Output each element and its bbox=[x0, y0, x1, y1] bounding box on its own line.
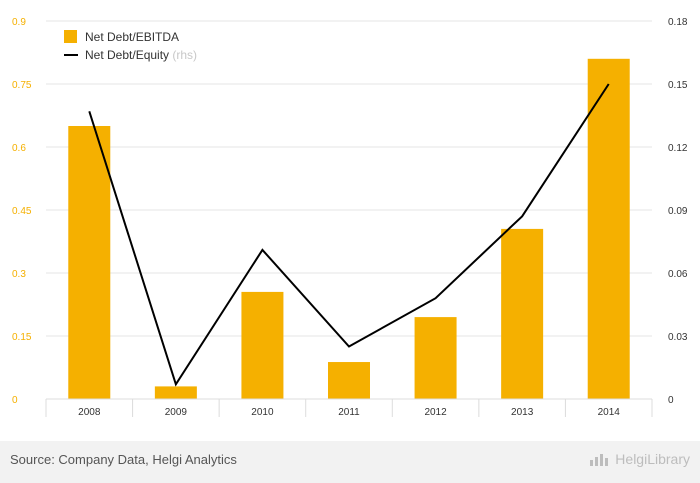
x-tick-label: 2010 bbox=[251, 407, 274, 418]
y-right-tick-label: 0.12 bbox=[668, 143, 688, 154]
legend-swatch-bar bbox=[64, 30, 77, 43]
y-right-tick-label: 0.03 bbox=[668, 332, 688, 343]
legend-rhs-note: (rhs) bbox=[172, 48, 197, 62]
bar bbox=[414, 317, 457, 399]
x-tick-label: 2012 bbox=[424, 407, 447, 418]
series-line bbox=[88, 83, 610, 387]
y-right-tick-label: 0.18 bbox=[668, 17, 688, 28]
bar bbox=[241, 291, 284, 399]
bar bbox=[501, 228, 544, 399]
line-series bbox=[88, 83, 610, 387]
gridlines bbox=[46, 20, 652, 337]
bar-chart-logo-icon bbox=[590, 454, 609, 466]
footer: Source: Company Data, Helgi Analytics He… bbox=[0, 441, 700, 483]
bar-series bbox=[68, 58, 630, 400]
source-text: Source: Company Data, Helgi Analytics bbox=[10, 452, 237, 467]
y-right-tick-label: 0.15 bbox=[668, 80, 688, 91]
y-right-tick-label: 0.06 bbox=[668, 269, 688, 280]
x-tick-label: 2011 bbox=[338, 407, 360, 418]
x-tick-label: 2013 bbox=[511, 407, 534, 418]
legend-label: Net Debt/EBITDA bbox=[85, 30, 179, 44]
legend-label: Net Debt/Equity (rhs) bbox=[85, 48, 197, 62]
y-left-tick-label: 0.15 bbox=[12, 332, 32, 343]
bar bbox=[328, 362, 370, 399]
x-tick-label: 2008 bbox=[78, 407, 101, 418]
axes: 0 0.15 0.3 0.45 0.6 0.75 0.9 0 0.03 0.06 0.09 0.12 0… bbox=[12, 17, 688, 418]
y-left-tick-label: 0 bbox=[12, 395, 18, 406]
brand-logo[interactable]: HelgiLibrary bbox=[589, 451, 690, 467]
x-tick-label: 2014 bbox=[598, 407, 621, 418]
x-tick-label: 2009 bbox=[165, 407, 188, 418]
bar bbox=[154, 386, 197, 399]
y-right-tick-label: 0.09 bbox=[668, 206, 688, 217]
y-left-tick-label: 0.75 bbox=[12, 80, 32, 91]
y-left-tick-label: 0.45 bbox=[12, 206, 32, 217]
chart: 0 0.15 0.3 0.45 0.6 0.75 0.9 0 0.03 0.06 0.09 0.12 0… bbox=[12, 17, 688, 418]
legend: Net Debt/EBITDA Net Debt/Equity (rhs) bbox=[64, 30, 197, 62]
y-left-tick-label: 0.3 bbox=[12, 269, 26, 280]
y-right-tick-label: 0 bbox=[668, 395, 674, 406]
bar bbox=[68, 126, 111, 399]
y-left-tick-label: 0.6 bbox=[12, 143, 26, 154]
bar bbox=[587, 58, 630, 400]
y-left-tick-label: 0.9 bbox=[12, 17, 26, 28]
brand-text: HelgiLibrary bbox=[615, 451, 690, 467]
